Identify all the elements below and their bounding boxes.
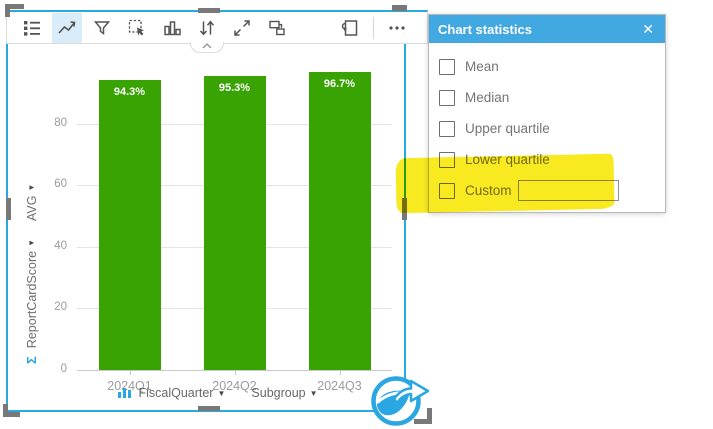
subgroup-label: Subgroup <box>251 386 306 400</box>
legend-icon <box>22 18 42 38</box>
bar-chart-plot: 0 20 40 60 80 94.3% 2024Q1 95.3% 2024Q2 96.7% 2024… <box>8 12 404 410</box>
bar-value-label: 96.7% <box>323 78 356 90</box>
chevron-down-icon: ▼ <box>27 183 36 192</box>
y-field-label: ReportCardScore <box>24 250 39 349</box>
selection-handle-top-middle[interactable] <box>198 8 220 13</box>
custom-value-input[interactable] <box>517 180 619 201</box>
selection-handle-left-middle[interactable] <box>6 198 11 220</box>
cross-filters-icon <box>267 18 287 38</box>
filter-button[interactable] <box>87 13 117 43</box>
more-options-icon <box>387 18 407 38</box>
card-toolbar <box>6 10 428 44</box>
chevron-down-icon: ▼ <box>217 388 226 398</box>
chevron-down-icon: ▼ <box>27 239 36 247</box>
chevron-down-icon: ▼ <box>309 388 318 398</box>
panel-title: Chart statistics <box>438 21 532 37</box>
selection-handle-top-right[interactable] <box>392 5 407 11</box>
y-tick-label: 0 <box>60 363 67 375</box>
filter-icon <box>92 18 112 38</box>
column-chart-field-icon <box>118 388 132 398</box>
custom-checkbox[interactable] <box>439 182 455 199</box>
x-tick <box>129 370 131 375</box>
bar-value-label: 95.3% <box>218 82 251 94</box>
line-chart-icon <box>57 18 77 38</box>
flip-card-button[interactable] <box>335 13 365 43</box>
selection-handle-bottom-left[interactable] <box>3 412 20 417</box>
median-label: Median <box>465 90 510 105</box>
x-category-label: 2024Q3 <box>317 379 362 393</box>
x-tick <box>234 370 236 375</box>
stat-option-mean[interactable]: Mean <box>429 51 665 82</box>
chevron-up-icon <box>202 42 212 49</box>
y-axis-field-selector: Σ ReportCardScore ▼ AVG ▼ <box>24 184 39 364</box>
selection-handle-bottom-right-v[interactable] <box>427 408 432 424</box>
lower-quartile-label: Lower quartile <box>465 152 550 167</box>
column-chart-icon <box>162 18 182 38</box>
mean-checkbox[interactable] <box>439 58 455 75</box>
upper-quartile-label: Upper quartile <box>465 121 550 136</box>
selection-handle-bottom-middle[interactable] <box>198 406 220 411</box>
number-field-icon: Σ <box>24 356 39 364</box>
maximize-button[interactable] <box>227 13 257 43</box>
stat-option-upper-quartile[interactable]: Upper quartile <box>429 113 665 144</box>
chart-statistics-panel: Chart statistics ✕ Mean Median Upper qua… <box>428 14 666 213</box>
y-tick-label: 40 <box>54 239 67 252</box>
collapse-toolbar-tab[interactable] <box>190 42 224 53</box>
x-tick <box>339 370 341 375</box>
panel-header: Chart statistics ✕ <box>429 15 665 43</box>
toolbar-divider <box>373 16 374 39</box>
stat-option-median[interactable]: Median <box>429 82 665 113</box>
mean-label: Mean <box>465 59 499 74</box>
x-axis-field-selectors: FiscalQuarter ▼ Subgroup ▼ <box>20 386 416 400</box>
upper-quartile-checkbox[interactable] <box>439 120 455 137</box>
x-field-dropdown[interactable]: FiscalQuarter ▼ <box>118 386 225 400</box>
cross-filters-button[interactable] <box>262 13 292 43</box>
visualization-type-button[interactable] <box>52 12 82 43</box>
bar-2024Q3[interactable]: 96.7% <box>308 72 371 370</box>
chart-card[interactable]: 0 20 40 60 80 94.3% 2024Q1 95.3% 2024Q2 96.7% 2024… <box>6 10 406 412</box>
subgroup-dropdown[interactable]: Subgroup ▼ <box>251 386 317 400</box>
selection-handle-top-left-v[interactable] <box>5 4 10 17</box>
selection-handle-top-left[interactable] <box>5 4 24 9</box>
x-category-label: 2024Q2 <box>212 379 257 393</box>
x-category-label: 2024Q1 <box>107 379 152 393</box>
lower-quartile-checkbox[interactable] <box>439 151 455 168</box>
y-stat-dropdown[interactable]: AVG ▼ <box>25 184 39 221</box>
median-checkbox[interactable] <box>439 89 455 106</box>
bar-2024Q1[interactable]: 94.3% <box>98 80 161 370</box>
y-tick-label: 60 <box>54 178 67 191</box>
x-field-label: FiscalQuarter <box>138 386 214 400</box>
sort-icon <box>197 18 217 38</box>
selection-handle-right-middle[interactable] <box>402 198 407 220</box>
bar-value-label: 94.3% <box>113 86 146 98</box>
selection-handle-bottom-right[interactable] <box>414 419 432 424</box>
stat-option-custom[interactable]: Custom <box>429 175 665 206</box>
y-field-dropdown[interactable]: ReportCardScore ▼ <box>25 239 39 348</box>
panel-body: Mean Median Upper quartile Lower quartil… <box>429 43 665 206</box>
legend-button[interactable] <box>17 13 47 43</box>
sort-button[interactable] <box>192 13 222 43</box>
chart-statistics-button[interactable] <box>157 13 187 43</box>
y-tick-label: 80 <box>54 116 67 129</box>
stat-option-lower-quartile[interactable]: Lower quartile <box>429 144 665 175</box>
selection-tool-icon <box>127 18 147 38</box>
custom-label: Custom <box>465 183 512 198</box>
y-tick-label: 20 <box>54 301 67 314</box>
y-stat-label: AVG <box>24 195 39 221</box>
selection-handle-bottom-left-v[interactable] <box>3 404 8 417</box>
flip-card-icon <box>340 18 360 38</box>
maximize-icon <box>232 18 252 38</box>
more-options-button[interactable] <box>382 13 412 43</box>
close-icon[interactable]: ✕ <box>642 21 654 37</box>
selection-tools-button[interactable] <box>122 13 152 43</box>
bar-2024Q2[interactable]: 95.3% <box>203 76 266 370</box>
share-arrow-badge[interactable] <box>368 372 432 429</box>
